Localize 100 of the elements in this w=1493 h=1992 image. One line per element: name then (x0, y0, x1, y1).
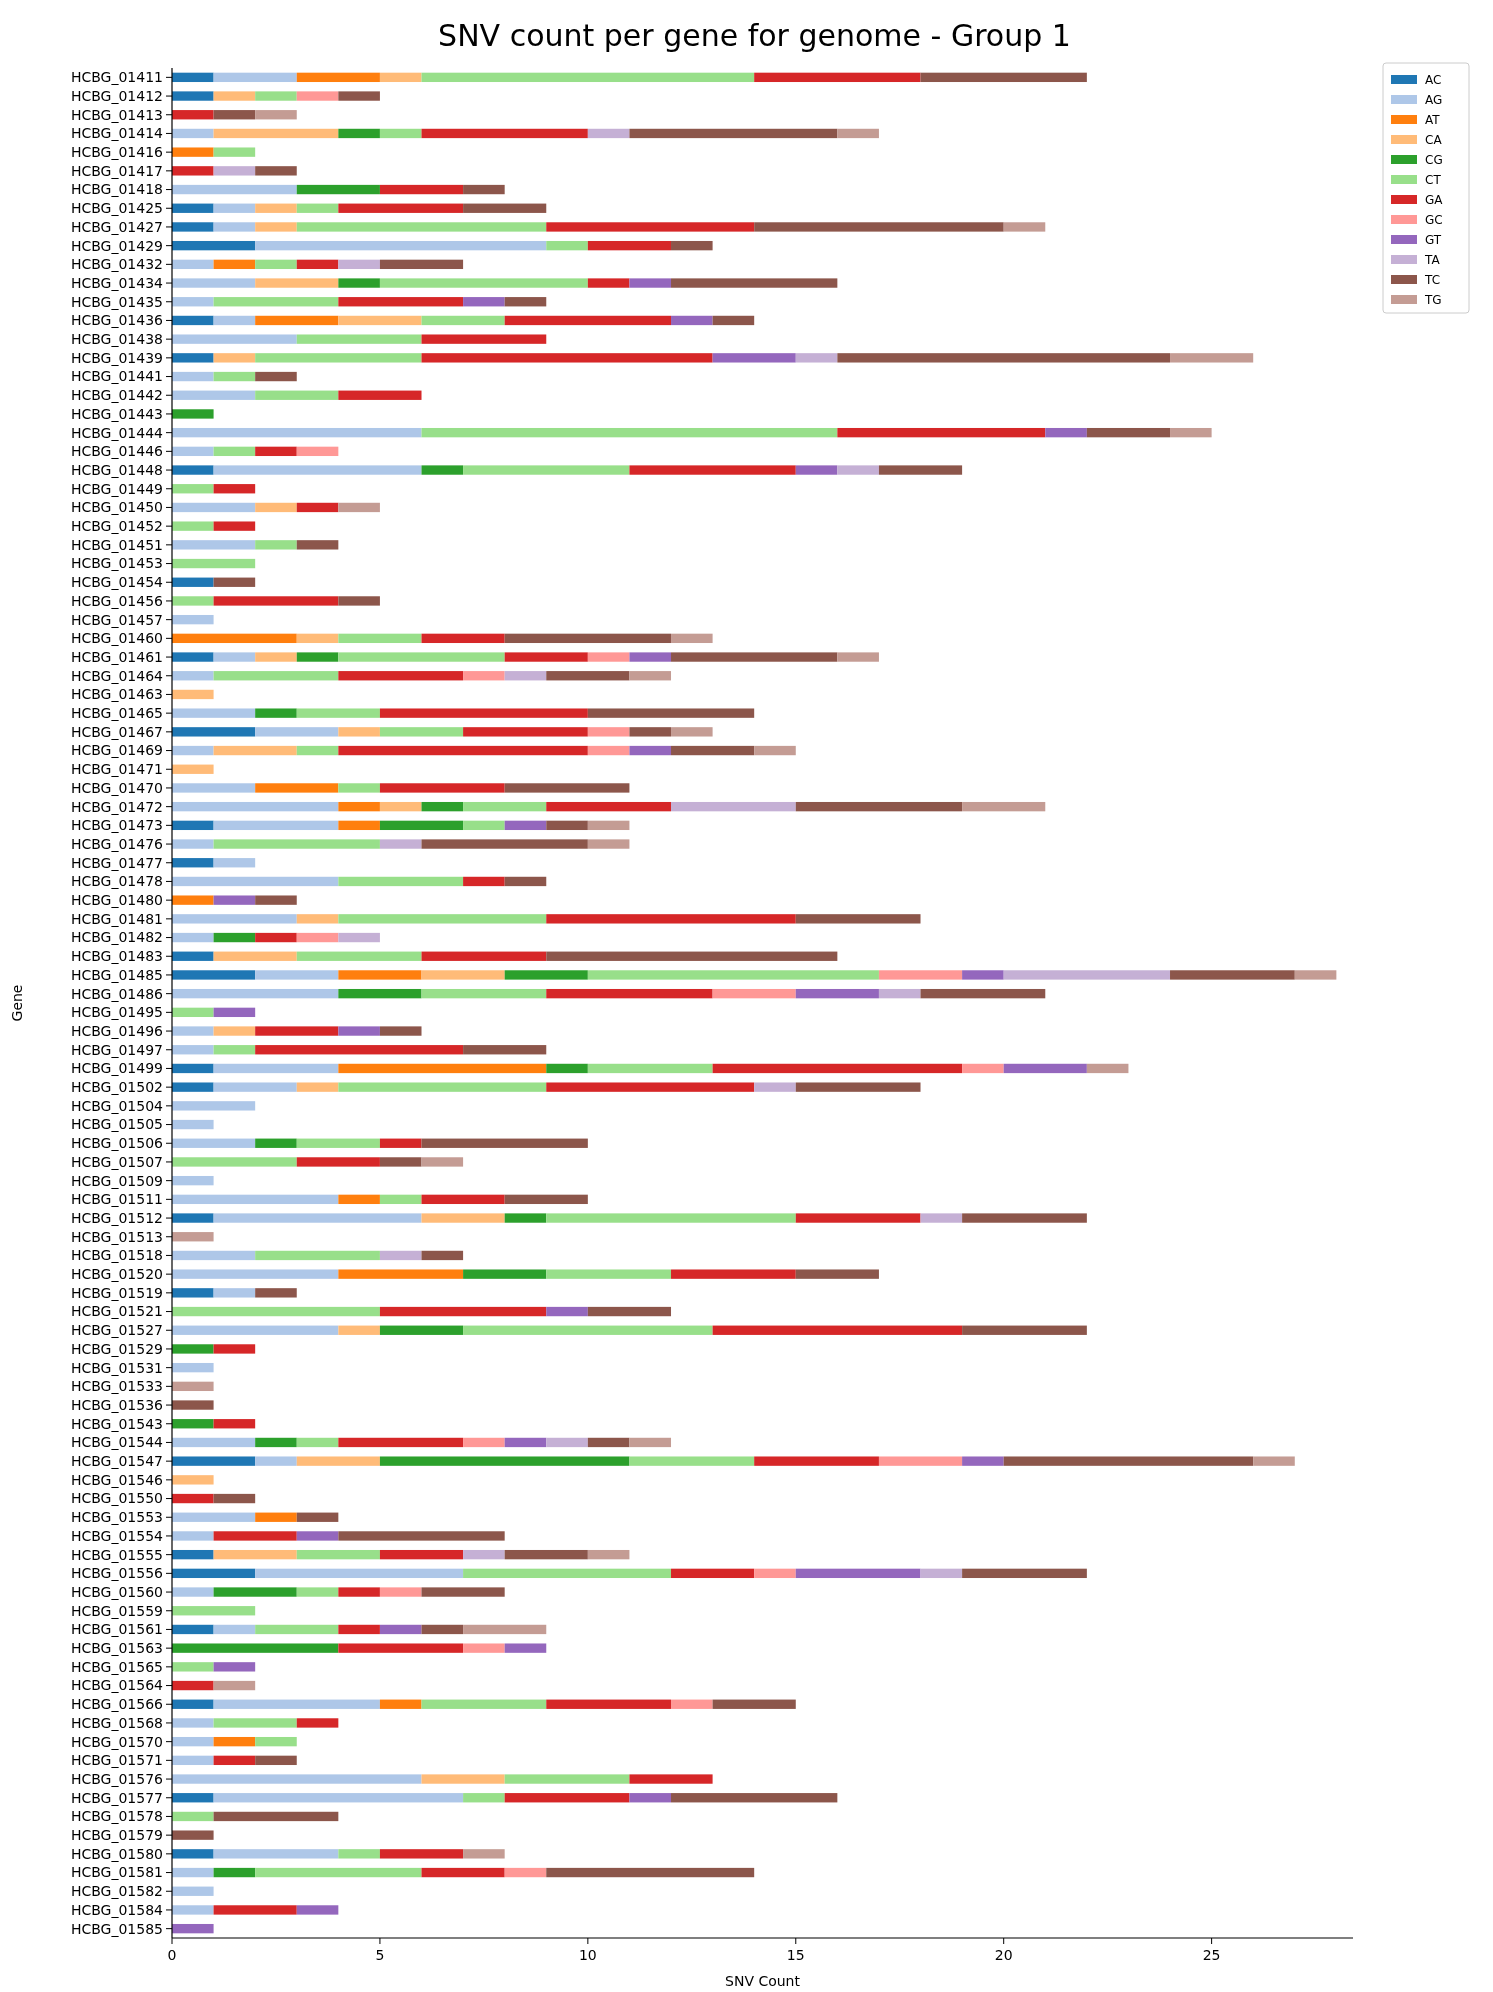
y-tick-label: HCBG_01436 (70, 312, 164, 329)
bar (587, 727, 630, 737)
bar (546, 1867, 755, 1878)
bar (213, 951, 297, 961)
bar (754, 1082, 796, 1092)
bar (172, 689, 214, 700)
y-tick-label: HCBG_01472 (70, 798, 163, 815)
bar (172, 858, 214, 868)
bar (338, 91, 380, 101)
bar (795, 914, 921, 924)
bar (338, 783, 380, 793)
y-tick-label: HCBG_01580 (70, 1845, 163, 1862)
bar (296, 72, 380, 83)
bar (379, 1138, 422, 1148)
y-tick-label: HCBG_01577 (70, 1789, 163, 1806)
bar (629, 1456, 755, 1466)
y-tick-label: HCBG_01584 (70, 1901, 164, 1918)
y-tick-label: HCBG_01585 (70, 1920, 163, 1937)
bar (172, 427, 422, 438)
y-tick-label: HCBG_01471 (70, 761, 163, 778)
bar (546, 1437, 588, 1448)
bar (338, 1849, 380, 1859)
bar (920, 1213, 963, 1223)
bar (1170, 970, 1295, 980)
legend-label: GA (1425, 193, 1444, 207)
bar (1170, 353, 1254, 363)
y-tick-label: HCBG_01480 (70, 892, 163, 909)
bar (255, 446, 297, 457)
bar (296, 1157, 380, 1167)
bar (671, 801, 796, 812)
bar (587, 745, 630, 756)
bar (172, 1456, 256, 1466)
bar (255, 1437, 297, 1448)
bar (213, 1624, 256, 1635)
bar (172, 1082, 214, 1092)
bar (504, 633, 672, 644)
y-tick-label: HCBG_01467 (70, 723, 163, 740)
bar (172, 409, 214, 419)
bar (379, 278, 588, 288)
bar (754, 222, 1004, 232)
bar (421, 1157, 464, 1167)
bar (172, 203, 214, 213)
legend-label: GC (1425, 213, 1443, 227)
bar (172, 166, 214, 176)
bar (172, 1362, 214, 1373)
bar (296, 184, 380, 195)
bar (338, 1269, 464, 1279)
bar (172, 184, 297, 195)
bar (421, 801, 464, 812)
bar (379, 1026, 422, 1036)
bar (213, 1344, 256, 1354)
bar (504, 876, 547, 887)
bar (1003, 222, 1046, 232)
bar (379, 783, 505, 793)
y-tick-label: HCBG_01511 (70, 1191, 163, 1208)
bar (379, 820, 464, 831)
bar (213, 1587, 297, 1597)
bar (296, 745, 339, 756)
y-tick-label: HCBG_01546 (70, 1471, 164, 1488)
bar (296, 633, 339, 644)
y-tick-label: HCBG_01565 (70, 1658, 163, 1675)
bar (172, 147, 214, 157)
bar (962, 970, 1004, 980)
bar (213, 671, 339, 681)
bar (172, 1232, 214, 1242)
bar (587, 240, 672, 251)
bar (213, 1867, 256, 1878)
bar (671, 240, 713, 251)
bar (213, 577, 256, 587)
y-tick-label: HCBG_01454 (70, 574, 164, 591)
bar (795, 1213, 921, 1223)
bar (379, 1624, 422, 1635)
bar (296, 1718, 339, 1728)
bar (587, 708, 755, 718)
bar (379, 1306, 547, 1317)
bar (379, 1699, 422, 1709)
bar (172, 1793, 214, 1803)
bar (255, 1250, 380, 1261)
bar (172, 502, 256, 513)
bar (213, 259, 256, 270)
bar (172, 1587, 214, 1597)
y-tick-label: HCBG_01417 (70, 162, 163, 179)
y-tick-label: HCBG_01521 (70, 1303, 163, 1320)
bar (629, 1793, 672, 1803)
legend-label: AG (1425, 93, 1443, 107)
bar (962, 1213, 1087, 1223)
bar (338, 1194, 380, 1205)
bar (172, 633, 297, 644)
y-tick-label: HCBG_01506 (70, 1135, 164, 1152)
bar (671, 1793, 838, 1803)
y-tick-label: HCBG_01527 (70, 1322, 163, 1339)
x-tick-label: 25 (1202, 1947, 1221, 1963)
bar (296, 446, 339, 457)
bar (172, 1101, 256, 1111)
bar (463, 465, 630, 475)
y-tick-label: HCBG_01495 (70, 1004, 163, 1021)
bar (172, 1288, 214, 1298)
bar (213, 1680, 256, 1691)
bar (795, 353, 838, 363)
y-tick-label: HCBG_01554 (70, 1527, 164, 1544)
